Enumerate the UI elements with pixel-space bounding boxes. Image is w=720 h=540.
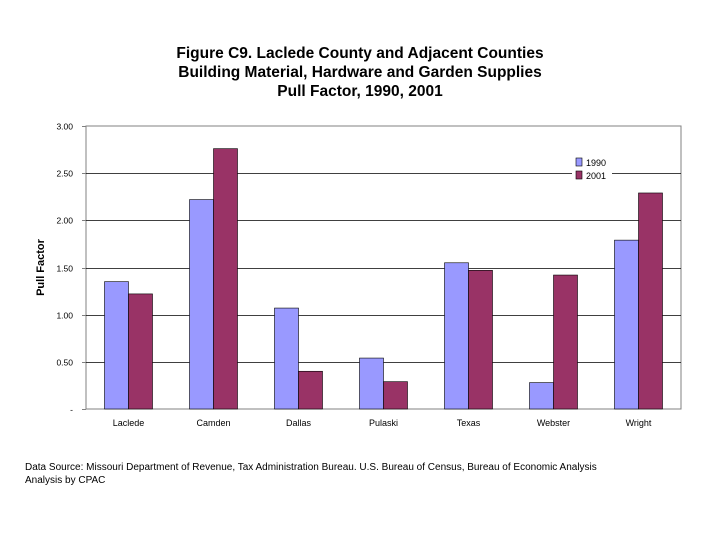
bar-2001-laclede [128, 293, 153, 410]
chart-title-line-1: Figure C9. Laclede County and Adjacent C… [176, 45, 544, 62]
bar-2001-dallas [298, 370, 323, 410]
y-tick-label: - [70, 405, 73, 415]
bar-1990-dallas [274, 307, 299, 410]
chart-title-line-2: Building Material, Hardware and Garden S… [178, 64, 542, 81]
y-tick-label: 3.00 [56, 122, 73, 132]
y-tick-label: 1.00 [56, 311, 73, 321]
bar-2001-texas [468, 270, 493, 410]
source-line-2: Analysis by CPAC [25, 475, 106, 486]
x-tick-label: Pulaski [369, 418, 398, 428]
bar-2001-webster [553, 274, 578, 410]
legend-label-1990: 1990 [586, 158, 606, 168]
bar-2001-camden [213, 148, 238, 410]
legend-label-2001: 2001 [586, 171, 606, 181]
bar-2001-wright [638, 192, 663, 410]
x-tick-label: Laclede [113, 418, 145, 428]
x-tick-label: Dallas [286, 418, 312, 428]
chart-title: Figure C9. Laclede County and Adjacent C… [0, 44, 720, 101]
bar-1990-wright [614, 239, 639, 410]
bar-1990-camden [189, 199, 214, 410]
x-tick-label: Wright [626, 418, 652, 428]
y-tick-label: 2.50 [56, 169, 73, 179]
legend-swatch-2001 [575, 170, 583, 180]
x-tick-label: Camden [196, 418, 230, 428]
bar-1990-pulaski [359, 357, 384, 410]
source-line-1: Data Source: Missouri Department of Reve… [25, 462, 597, 473]
bar-1990-webster [529, 382, 554, 410]
x-tick-label: Texas [457, 418, 481, 428]
legend-swatch-1990 [575, 157, 583, 167]
bar-2001-pulaski [383, 381, 408, 410]
bar-1990-laclede [104, 281, 129, 410]
y-axis-label: Pull Factor [35, 238, 47, 296]
data-source-note: Data Source: Missouri Department of Reve… [25, 461, 597, 487]
bar-1990-texas [444, 262, 469, 410]
y-tick-label: 1.50 [56, 264, 73, 274]
chart-title-line-3: Pull Factor, 1990, 2001 [277, 83, 443, 100]
y-tick-label: 2.00 [56, 216, 73, 226]
x-tick-label: Webster [537, 418, 570, 428]
y-tick-label: 0.50 [56, 358, 73, 368]
